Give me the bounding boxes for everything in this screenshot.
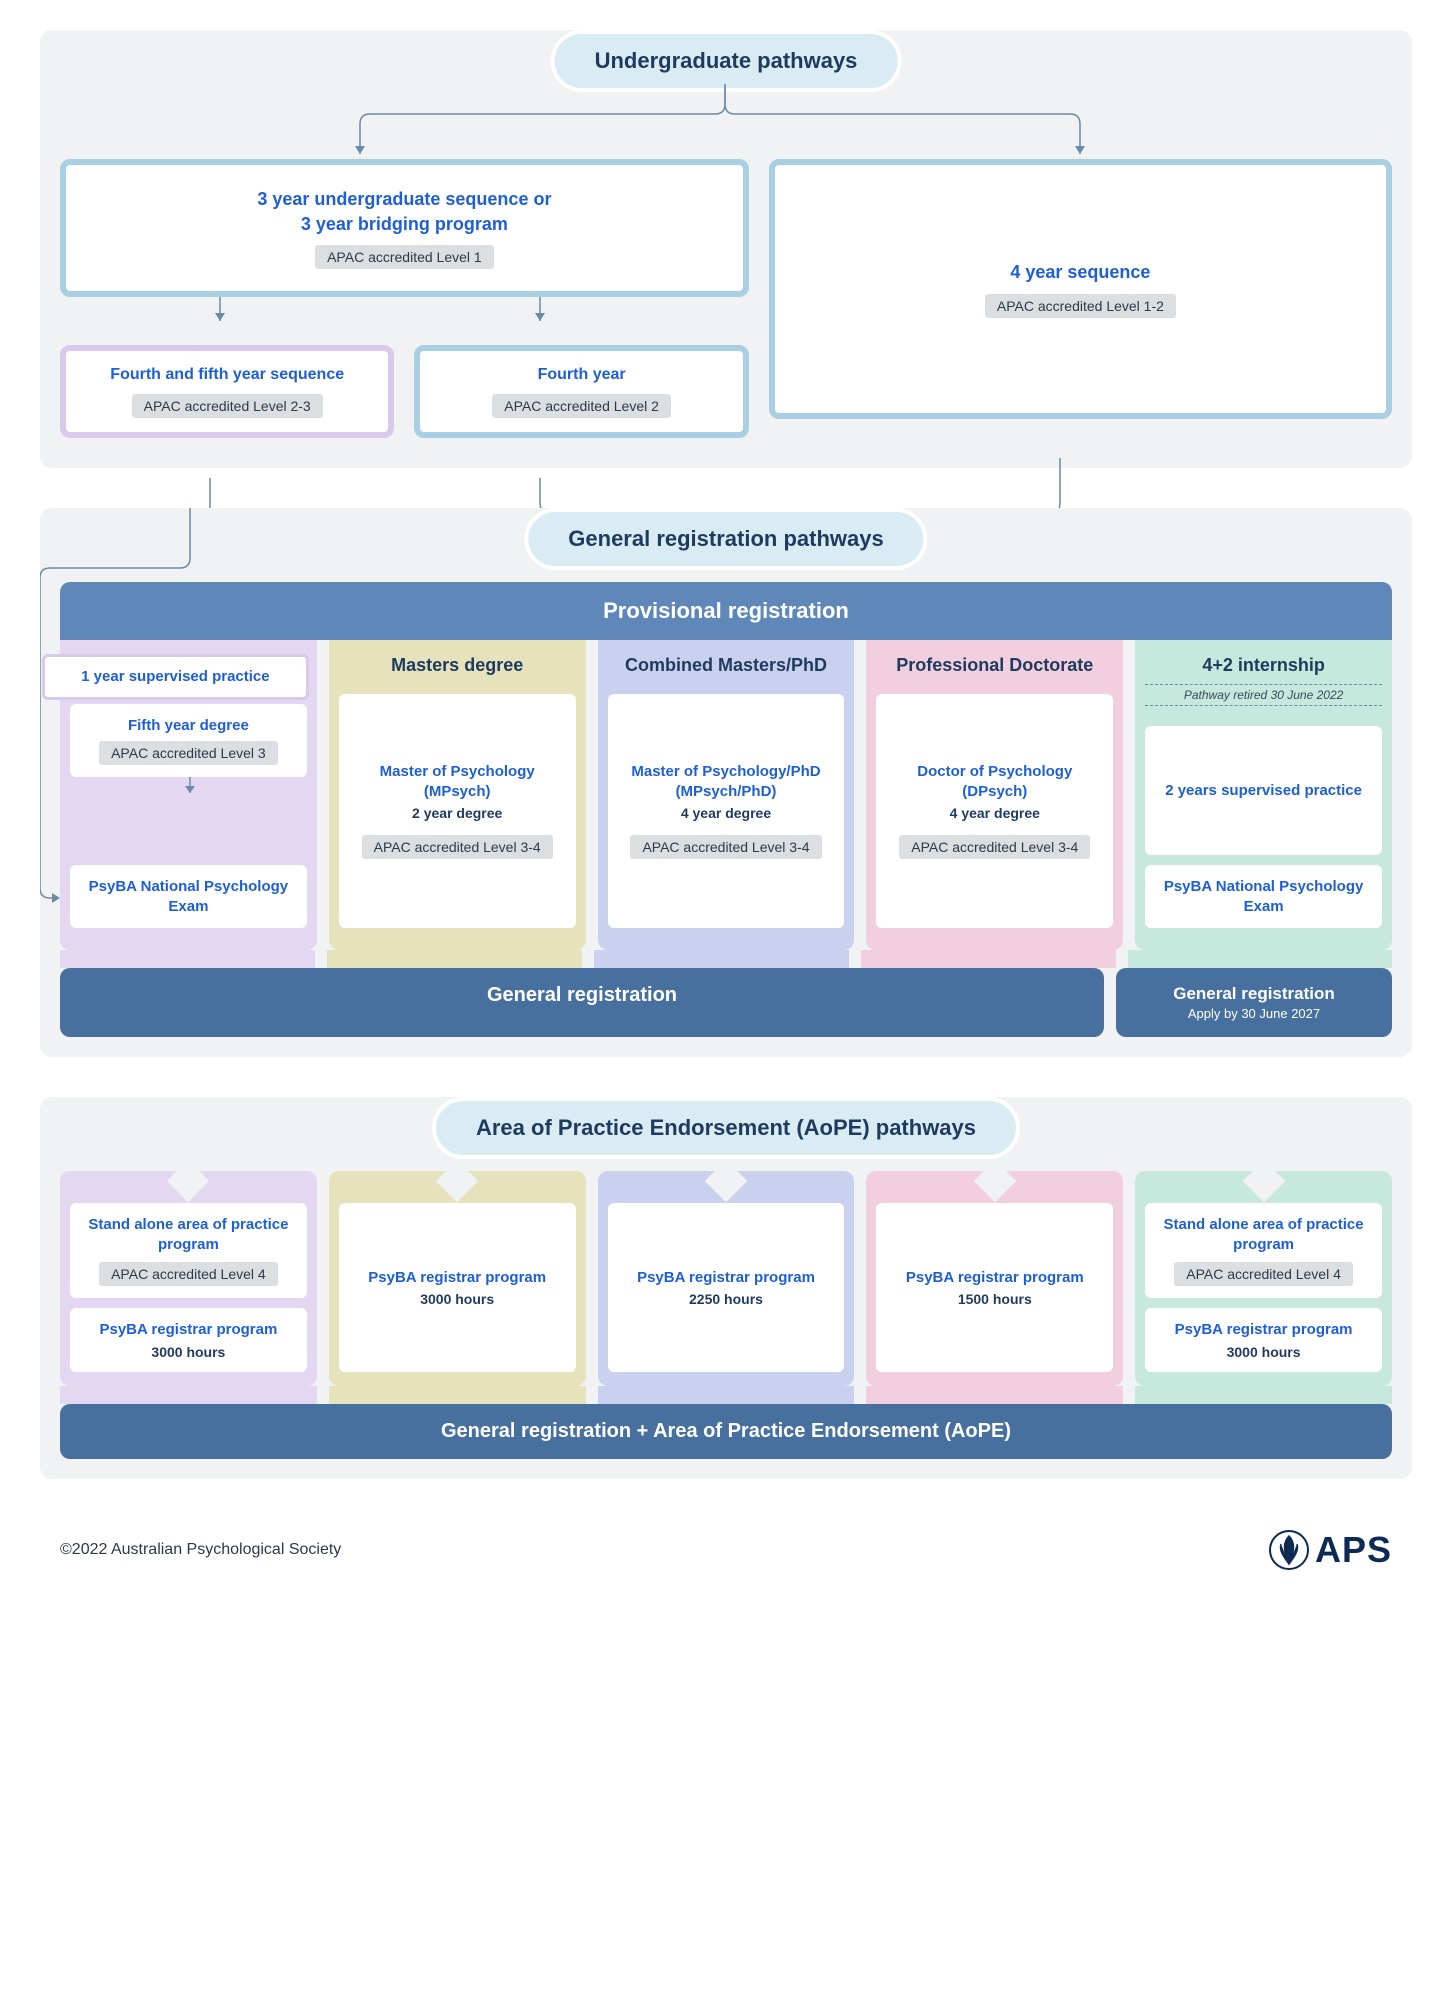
col-combined: Combined Masters/PhD Master of Psycholog…	[598, 640, 855, 950]
fourth-year-box: Fourth year APAC accredited Level 2	[414, 345, 748, 438]
col-4plus2: 4+2 internship Pathway retired 30 June 2…	[1135, 640, 1392, 950]
genreg-section: General registration pathways Provisiona…	[40, 508, 1412, 1057]
four-year-title[interactable]: 4 year sequence	[795, 260, 1366, 285]
aope-section: Area of Practice Endorsement (AoPE) path…	[40, 1097, 1412, 1479]
three-year-title[interactable]: 3 year undergraduate sequence or 3 year …	[86, 187, 723, 237]
psyba-exam-card-2: PsyBA National Psychology Exam	[1145, 865, 1382, 928]
undergrad-title: Undergraduate pathways	[551, 30, 902, 92]
provisional-header: Provisional registration	[60, 582, 1392, 640]
col-5plus1: 5+1 internship Fifth year degree APAC ac…	[60, 640, 317, 950]
supervised-practice-card: 1 year supervised practice	[42, 654, 309, 700]
col-masters: Masters degree Master of Psychology (MPs…	[329, 640, 586, 950]
registrar-card: PsyBA registrar program 2250 hours	[608, 1203, 845, 1372]
aope-col-4: PsyBA registrar program 1500 hours	[866, 1171, 1123, 1386]
registrar-card: PsyBA registrar program 3000 hours	[70, 1308, 307, 1372]
copyright-text: ©2022 Australian Psychological Society	[60, 1541, 341, 1559]
registrar-card: PsyBA registrar program 3000 hours	[339, 1203, 576, 1372]
aps-logo-icon	[1269, 1530, 1309, 1570]
doctorate-card: Doctor of Psychology (DPsych) 4 year deg…	[876, 694, 1113, 929]
general-registration-bar: General registration	[60, 968, 1104, 1037]
undergrad-section: Undergraduate pathways 3 year undergradu…	[40, 30, 1412, 468]
fourth-fifth-badge: APAC accredited Level 2-3	[132, 394, 323, 418]
general-registration-alt-bar: General registration Apply by 30 June 20…	[1116, 968, 1392, 1037]
registrar-card: PsyBA registrar program 1500 hours	[876, 1203, 1113, 1372]
aope-col-1: Stand alone area of practice program APA…	[60, 1171, 317, 1386]
aps-logo-text: APS	[1315, 1529, 1392, 1571]
three-year-badge: APAC accredited Level 1	[315, 245, 494, 269]
registrar-card: PsyBA registrar program 3000 hours	[1145, 1308, 1382, 1372]
standalone-card: Stand alone area of practice program APA…	[70, 1203, 307, 1298]
fourth-year-badge: APAC accredited Level 2	[492, 394, 671, 418]
aope-col-5: Stand alone area of practice program APA…	[1135, 1171, 1392, 1386]
col-title: Professional Doctorate	[876, 654, 1113, 677]
four-year-badge: APAC accredited Level 1-2	[985, 294, 1176, 318]
aope-col-2: PsyBA registrar program 3000 hours	[329, 1171, 586, 1386]
aope-col-3: PsyBA registrar program 2250 hours	[598, 1171, 855, 1386]
fourth-year-title[interactable]: Fourth year	[436, 365, 726, 386]
psyba-exam-card: PsyBA National Psychology Exam	[70, 865, 307, 928]
aps-logo: APS	[1269, 1529, 1392, 1571]
fourth-fifth-box: Fourth and fifth year sequence APAC accr…	[60, 345, 394, 438]
final-bar: General registration + Area of Practice …	[60, 1404, 1392, 1459]
four-year-box: 4 year sequence APAC accredited Level 1-…	[769, 159, 1392, 419]
fifth-year-card: Fifth year degree APAC accredited Level …	[70, 704, 307, 778]
col-doctorate: Professional Doctorate Doctor of Psychol…	[866, 640, 1123, 950]
provisional-columns: 5+1 internship Fifth year degree APAC ac…	[60, 640, 1392, 950]
footer: ©2022 Australian Psychological Society A…	[40, 1519, 1412, 1601]
standalone-card: Stand alone area of practice program APA…	[1145, 1203, 1382, 1298]
three-year-box: 3 year undergraduate sequence or 3 year …	[60, 159, 749, 297]
col-title: Masters degree	[339, 654, 576, 677]
fourth-fifth-title[interactable]: Fourth and fifth year sequence	[82, 365, 372, 386]
col-title: Combined Masters/PhD	[608, 654, 845, 677]
combined-card: Master of Psychology/PhD (MPsych/PhD) 4 …	[608, 694, 845, 929]
col-title: 4+2 internship	[1145, 654, 1382, 677]
retired-note: Pathway retired 30 June 2022	[1145, 684, 1382, 706]
genreg-title: General registration pathways	[524, 508, 927, 570]
masters-card: Master of Psychology (MPsych) 2 year deg…	[339, 694, 576, 929]
supervised-2yr-card: 2 years supervised practice	[1145, 726, 1382, 856]
aope-title: Area of Practice Endorsement (AoPE) path…	[432, 1097, 1020, 1159]
